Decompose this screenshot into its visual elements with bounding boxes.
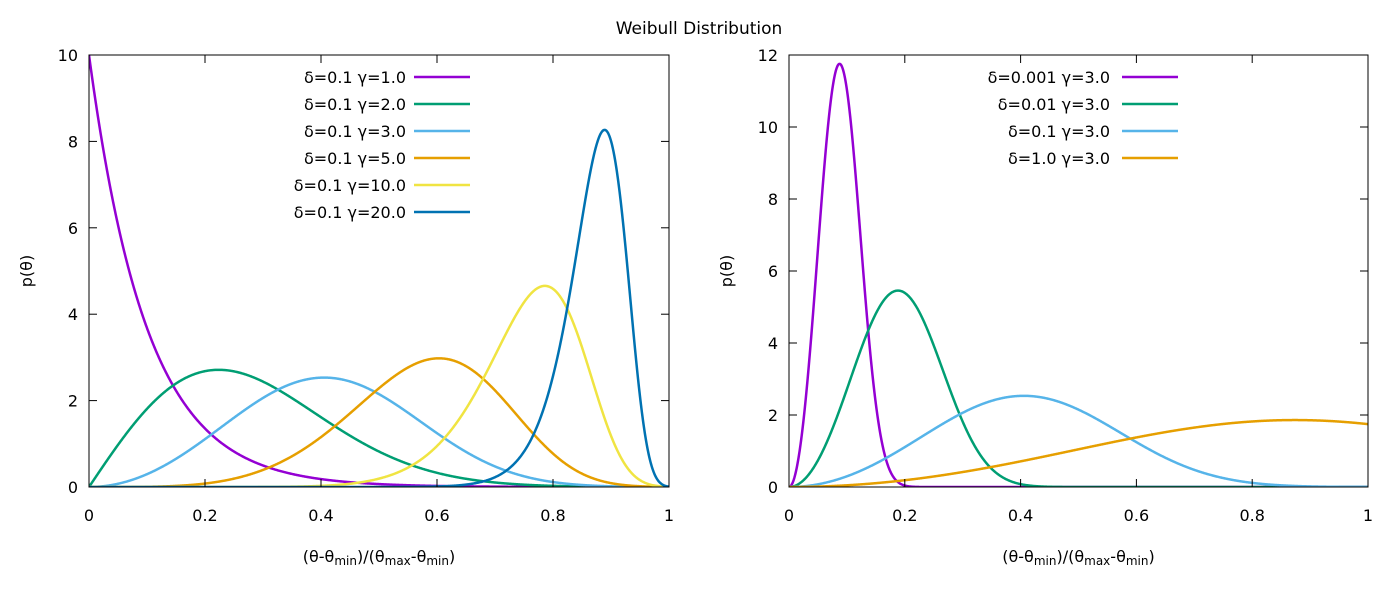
y-tick-label: 10 bbox=[58, 46, 78, 65]
y-tick-label: 0 bbox=[68, 478, 78, 497]
y-tick-label: 0 bbox=[768, 478, 778, 497]
plot-frame bbox=[88, 54, 670, 488]
label-part: (θ-θ bbox=[303, 547, 335, 566]
y-tick-label: 8 bbox=[768, 190, 778, 209]
y-tick-label: 2 bbox=[768, 406, 778, 425]
subscript: max bbox=[385, 554, 411, 568]
subscript: max bbox=[1084, 554, 1110, 568]
y-tick-label: 12 bbox=[758, 46, 778, 65]
legend-label: δ=0.1 γ=3.0 bbox=[304, 122, 406, 141]
y-tick-label: 6 bbox=[768, 262, 778, 281]
legend-label: δ=0.1 γ=10.0 bbox=[294, 176, 406, 195]
legend-label: δ=0.1 γ=5.0 bbox=[304, 149, 406, 168]
label-part: ) bbox=[449, 547, 455, 566]
x-tick-label: 0.4 bbox=[1008, 506, 1033, 525]
legend-label: δ=0.1 γ=20.0 bbox=[294, 203, 406, 222]
x-tick-label: 0 bbox=[784, 506, 794, 525]
x-tick-label: 1 bbox=[1363, 506, 1373, 525]
label-part: (θ-θ bbox=[1002, 547, 1034, 566]
x-tick-label: 1 bbox=[664, 506, 674, 525]
label-part: )/(θ bbox=[1056, 547, 1084, 566]
subscript: min bbox=[334, 554, 357, 568]
y-axis-label: p(θ) bbox=[717, 255, 736, 287]
x-tick-label: 0.6 bbox=[424, 506, 449, 525]
y-tick-label: 4 bbox=[768, 334, 778, 353]
legend-label: δ=0.001 γ=3.0 bbox=[988, 68, 1110, 87]
x-tick-label: 0 bbox=[84, 506, 94, 525]
chart-title: Weibull Distribution bbox=[616, 19, 783, 39]
legend-label: δ=0.1 γ=1.0 bbox=[304, 68, 406, 87]
label-part: -θ bbox=[411, 547, 427, 566]
label-part: )/(θ bbox=[357, 547, 385, 566]
x-tick-label: 0.4 bbox=[308, 506, 333, 525]
plot-1: δ=0.1 γ=1.0 δ=0.1 γ=2.0 δ=0.1 γ=3.0 δ=0.1 γ… bbox=[17, 46, 674, 568]
x-axis-label: (θ-θmin)/(θmax-θmin) bbox=[303, 547, 456, 568]
series-line-4 bbox=[89, 357, 669, 487]
x-tick-label: 0.6 bbox=[1124, 506, 1149, 525]
subscript: min bbox=[1126, 554, 1149, 568]
x-tick-label: 0.8 bbox=[1239, 506, 1264, 525]
legend-label: δ=0.1 γ=3.0 bbox=[1008, 122, 1110, 141]
legend-label: δ=1.0 γ=3.0 bbox=[1008, 149, 1110, 168]
series-line-1 bbox=[89, 55, 669, 487]
x-tick-label: 0.2 bbox=[192, 506, 217, 525]
plot-2: δ=0.001 γ=3.0 δ=0.01 γ=3.0 δ=0.1 γ=3.0 δ=1.… bbox=[717, 46, 1373, 568]
subscript: min bbox=[426, 554, 449, 568]
series-line-3 bbox=[789, 394, 1368, 487]
label-part: -θ bbox=[1110, 547, 1126, 566]
y-axis-label: p(θ) bbox=[17, 255, 36, 287]
legend-label: δ=0.01 γ=3.0 bbox=[998, 95, 1110, 114]
series-line-2 bbox=[89, 368, 669, 487]
y-tick-label: 10 bbox=[758, 118, 778, 137]
legend-label: δ=0.1 γ=2.0 bbox=[304, 95, 406, 114]
plot-frame bbox=[788, 54, 1369, 488]
y-tick-label: 8 bbox=[68, 132, 78, 151]
series-line-4 bbox=[789, 418, 1368, 487]
x-tick-label: 0.8 bbox=[540, 506, 565, 525]
subscript: min bbox=[1034, 554, 1057, 568]
x-axis-label: (θ-θmin)/(θmax-θmin) bbox=[1002, 547, 1155, 568]
series-line-3 bbox=[89, 376, 669, 487]
label-part: ) bbox=[1149, 547, 1155, 566]
series-line-2 bbox=[789, 289, 1368, 487]
y-tick-label: 2 bbox=[68, 392, 78, 411]
y-tick-label: 6 bbox=[68, 219, 78, 238]
x-tick-label: 0.2 bbox=[892, 506, 917, 525]
y-tick-label: 4 bbox=[68, 305, 78, 324]
series-line-5 bbox=[89, 284, 669, 487]
